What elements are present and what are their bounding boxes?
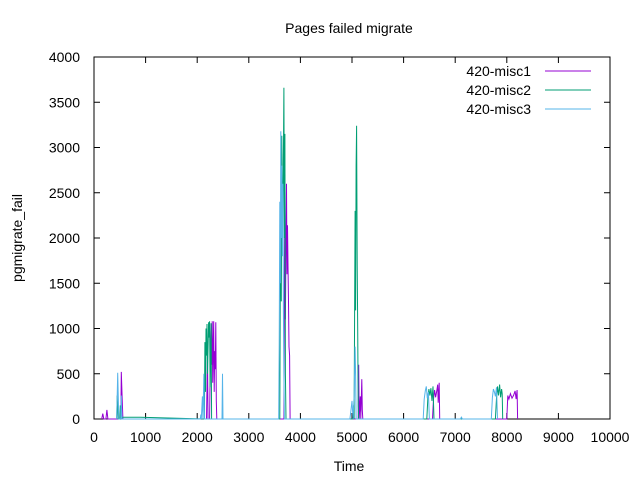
y-tick-label: 1000 bbox=[49, 321, 80, 337]
x-tick-label: 10000 bbox=[591, 429, 630, 445]
x-tick-label: 2000 bbox=[182, 429, 213, 445]
plot-area bbox=[93, 56, 611, 420]
x-tick-label: 9000 bbox=[543, 429, 574, 445]
x-axis-label: Time bbox=[334, 458, 365, 474]
x-tick-label: 6000 bbox=[388, 429, 419, 445]
y-tick-label: 3500 bbox=[49, 94, 80, 110]
y-tick-label: 0 bbox=[72, 411, 80, 427]
y-tick-label: 2500 bbox=[49, 185, 80, 201]
x-tick-label: 4000 bbox=[285, 429, 316, 445]
x-tick-label: 3000 bbox=[233, 429, 264, 445]
legend-label-2: 420-misc2 bbox=[466, 82, 531, 98]
series-line-1 bbox=[101, 174, 519, 420]
x-axis: 0 1000 2000 3000 4000 5000 6000 7000 8000 9000 100… bbox=[90, 57, 630, 445]
y-tick-label: 4000 bbox=[49, 49, 80, 65]
series-line-3 bbox=[116, 131, 498, 420]
x-tick-label: 1000 bbox=[130, 429, 161, 445]
y-axis: 0 500 1000 1500 2000 2500 3000 3500 4000 bbox=[49, 49, 610, 427]
y-tick-label: 1500 bbox=[49, 275, 80, 291]
y-tick-label: 2000 bbox=[49, 230, 80, 246]
x-tick-label: 8000 bbox=[491, 429, 522, 445]
x-tick-label: 0 bbox=[90, 429, 98, 445]
x-tick-label: 7000 bbox=[440, 429, 471, 445]
chart-title: Pages failed migrate bbox=[285, 20, 413, 36]
x-tick-label: 5000 bbox=[336, 429, 367, 445]
series-lines bbox=[101, 87, 519, 421]
legend: 420-misc1 420-misc2 420-misc3 bbox=[466, 63, 591, 117]
series-line-2 bbox=[116, 87, 504, 421]
legend-label-1: 420-misc1 bbox=[466, 63, 531, 79]
y-axis-label: pgmigrate_fail bbox=[9, 194, 25, 282]
y-tick-label: 3000 bbox=[49, 140, 80, 156]
legend-label-3: 420-misc3 bbox=[466, 101, 531, 117]
y-tick-label: 500 bbox=[57, 366, 81, 382]
